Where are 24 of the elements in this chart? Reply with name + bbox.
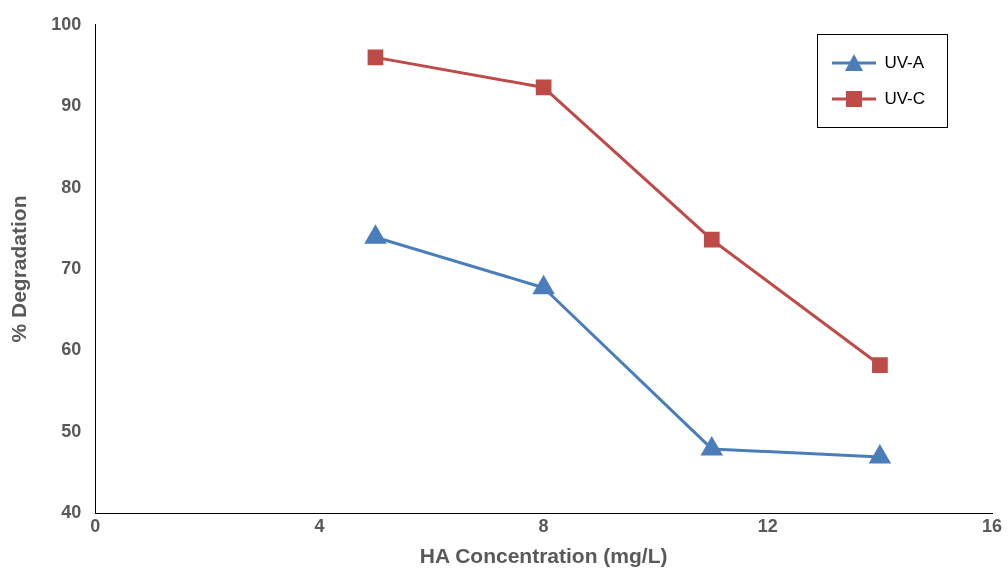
point: [703, 231, 720, 248]
point: [367, 49, 384, 66]
legend-label: UV-C: [884, 89, 925, 109]
y-tick-label: 80: [61, 176, 82, 197]
x-tick-label: 0: [90, 515, 101, 536]
x-axis-title: HA Concentration (mg/L): [419, 544, 668, 568]
point: [533, 276, 554, 295]
y-tick-label: 40: [61, 502, 82, 523]
y-tick-label: 90: [61, 95, 82, 116]
point: [872, 357, 888, 373]
point: [365, 225, 386, 244]
y-axis-title: % Degradation: [7, 195, 31, 343]
x-tick-label: 8: [538, 515, 549, 536]
y-tick-label: 50: [61, 420, 82, 441]
x-tick-label: 12: [757, 515, 778, 536]
point: [869, 445, 891, 464]
y-tick-label: 60: [61, 339, 82, 360]
point: [701, 437, 722, 456]
point: [535, 79, 552, 96]
y-tick-label: 70: [61, 257, 82, 278]
x-tick-label: 16: [981, 515, 1003, 536]
legend-label: UV-A: [884, 53, 925, 73]
x-tick-label: 4: [314, 515, 325, 536]
y-tick-label: 100: [51, 13, 82, 34]
